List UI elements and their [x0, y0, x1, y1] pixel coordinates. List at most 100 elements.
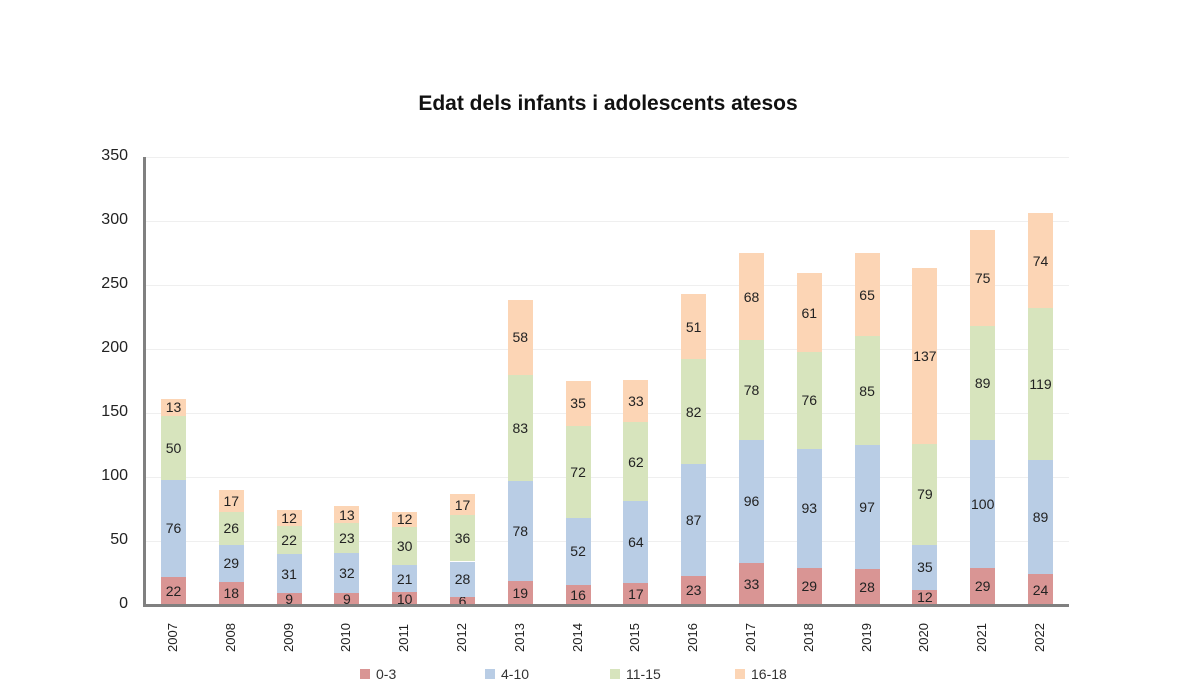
x-tick-label: 2020 — [916, 623, 932, 652]
bar-segment-16-18: 13 — [334, 506, 360, 524]
bar-segment-16-18: 17 — [450, 493, 475, 516]
y-tick-label: 250 — [101, 275, 128, 292]
bar-2010: 9 32 23 13 — [334, 506, 360, 607]
bar-segment-0-3: 24 — [1028, 574, 1053, 605]
bar-segment-4-10: 100 — [970, 439, 996, 568]
bar-2009: 9 31 22 12 — [276, 510, 302, 607]
x-tick-label: 2017 — [743, 623, 758, 652]
bar-segment-16-18: 58 — [507, 300, 533, 375]
y-tick-label: 100 — [101, 467, 128, 484]
bar-segment-16-18: 12 — [276, 510, 302, 526]
bar-segment-0-3: 22 — [161, 576, 186, 605]
bar-segment-0-3: 29 — [970, 567, 996, 605]
plot-area: 22 76 50 13 18 29 26 17 9 31 22 12 9 32 23 13 10 21 30 12 6 2… — [145, 157, 1069, 609]
x-tick-label: 2018 — [800, 623, 816, 652]
bar-2012: 6 28 36 17 — [450, 493, 475, 609]
y-tick-label: 150 — [101, 403, 128, 420]
bar-2019: 28 97 85 65 — [854, 253, 880, 605]
bar-segment-11-15: 23 — [334, 523, 360, 553]
bar-2021: 29 100 89 75 — [970, 229, 996, 605]
legend-item: 16-18 — [735, 666, 787, 682]
bar-segment-4-10: 89 — [1028, 460, 1053, 575]
bar-segment-11-15: 30 — [392, 526, 418, 566]
x-axis-line — [143, 604, 1069, 607]
bar-2015: 17 64 62 33 — [623, 379, 649, 605]
x-tick-label: 2019 — [858, 623, 874, 652]
bar-segment-16-18: 13 — [161, 398, 186, 416]
bar-segment-11-15: 22 — [276, 525, 302, 554]
bar-2013: 19 78 83 58 — [507, 300, 533, 605]
x-tick-label: 2021 — [974, 623, 990, 652]
bar-segment-16-18: 68 — [739, 253, 764, 341]
bar-segment-4-10: 21 — [392, 565, 418, 593]
bar-segment-11-15: 119 — [1028, 308, 1053, 461]
bar-segment-4-10: 93 — [796, 448, 822, 568]
bar-segment-16-18: 35 — [565, 381, 591, 426]
bar-segment-4-10: 96 — [739, 439, 764, 563]
gridline — [145, 413, 1069, 414]
bar-segment-4-10: 78 — [507, 480, 533, 581]
legend-item: 4-10 — [485, 666, 529, 682]
bar-segment-11-15: 85 — [854, 336, 880, 445]
bar-2018: 29 93 76 61 — [796, 273, 822, 605]
bar-segment-11-15: 36 — [450, 515, 475, 562]
bar-segment-0-3: 29 — [796, 567, 822, 605]
bar-2016: 23 87 82 51 — [681, 293, 707, 605]
bar-segment-4-10: 76 — [161, 479, 186, 577]
bar-2022: 24 89 119 74 — [1028, 213, 1053, 605]
bar-segment-16-18: 75 — [970, 229, 996, 326]
gridline — [145, 541, 1069, 542]
bar-segment-0-3: 19 — [507, 580, 533, 605]
gridline — [145, 477, 1069, 478]
bar-segment-0-3: 17 — [623, 583, 649, 605]
bar-segment-11-15: 78 — [739, 340, 764, 440]
bar-segment-0-3: 10 — [392, 591, 418, 607]
bar-segment-0-3: 33 — [739, 562, 764, 605]
x-tick-label: 2013 — [511, 623, 527, 652]
x-tick-label: 2008 — [222, 623, 238, 652]
bar-segment-0-3: 16 — [565, 584, 591, 605]
bar-segment-4-10: 97 — [854, 445, 880, 570]
gridline — [145, 349, 1069, 350]
bar-segment-0-3: 18 — [218, 581, 244, 605]
bar-segment-4-10: 87 — [681, 464, 707, 576]
bar-segment-0-3: 12 — [912, 589, 938, 605]
gridline — [145, 221, 1069, 222]
bar-segment-16-18: 17 — [218, 489, 244, 512]
bar-segment-16-18: 137 — [912, 268, 938, 444]
x-tick-label: 2007 — [165, 623, 180, 652]
bar-segment-0-3: 6 — [450, 593, 475, 609]
bar-segment-11-15: 72 — [565, 425, 591, 518]
bar-segment-11-15: 83 — [507, 374, 533, 481]
bar-segment-11-15: 50 — [161, 415, 186, 480]
bar-segment-0-3: 9 — [276, 591, 302, 607]
bar-2014: 16 52 72 35 — [565, 381, 591, 605]
x-tick-label: 2014 — [569, 623, 585, 652]
bar-segment-11-15: 62 — [623, 421, 649, 502]
bar-segment-11-15: 79 — [912, 443, 938, 545]
bar-segment-0-3: 9 — [334, 591, 360, 607]
bar-segment-16-18: 33 — [623, 379, 649, 422]
y-tick-label: 200 — [101, 339, 128, 356]
bar-segment-4-10: 35 — [912, 544, 938, 590]
x-tick-label: 2009 — [280, 623, 296, 652]
bar-segment-11-15: 76 — [796, 351, 822, 449]
y-tick-label: 0 — [119, 595, 128, 612]
bar-segment-4-10: 31 — [276, 553, 302, 594]
bar-segment-0-3: 28 — [854, 569, 880, 605]
bar-segment-11-15: 82 — [681, 359, 707, 465]
legend-item: 11-15 — [610, 666, 661, 682]
gridline — [145, 285, 1069, 286]
bar-2011: 10 21 30 12 — [392, 511, 418, 607]
bar-2008: 18 29 26 17 — [218, 489, 244, 605]
bar-2017: 33 96 78 68 — [739, 253, 764, 605]
chart-title: Edat dels infants i adolescents atesos — [418, 92, 798, 115]
bar-2007: 22 76 50 13 — [161, 398, 186, 605]
bar-segment-0-3: 23 — [681, 575, 707, 605]
bar-2020: 12 35 79 137 — [912, 268, 938, 605]
bar-segment-11-15: 26 — [218, 511, 244, 545]
bar-segment-4-10: 64 — [623, 501, 649, 584]
y-axis-line — [143, 157, 146, 607]
y-tick-label: 300 — [101, 211, 128, 228]
bar-segment-4-10: 28 — [450, 561, 475, 598]
